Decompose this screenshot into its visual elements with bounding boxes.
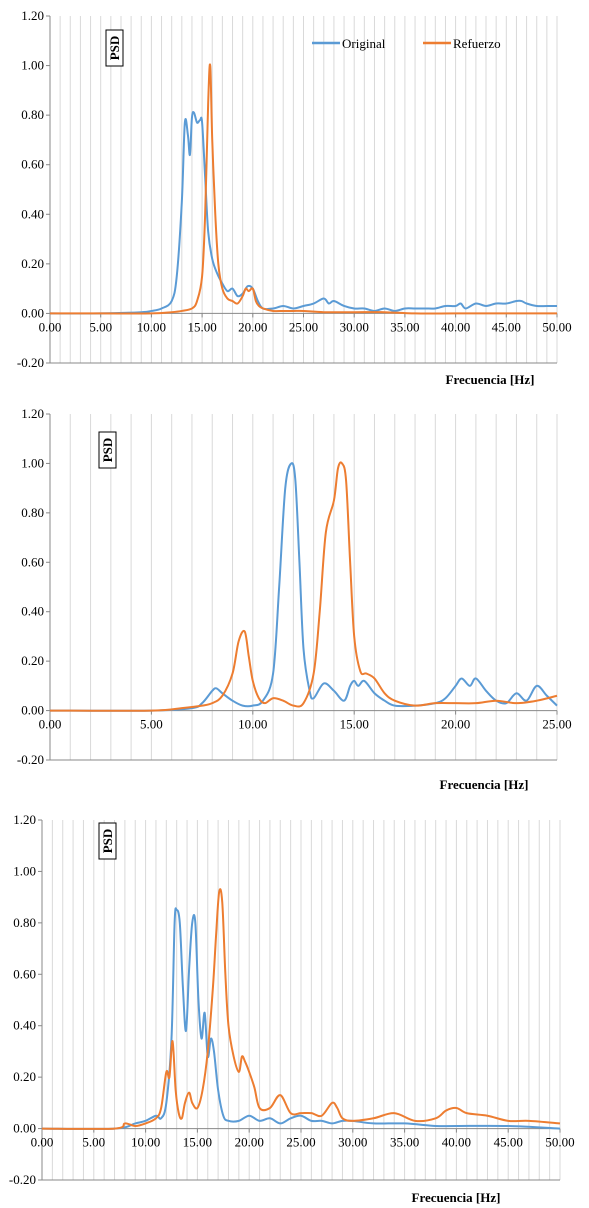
x-tick-label: 20.00 xyxy=(238,319,267,334)
legend-label-original: Original xyxy=(342,36,386,51)
x-tick-label: 25.00 xyxy=(286,1135,315,1150)
y-tick-label: 0.40 xyxy=(21,604,44,619)
x-tick-label: 40.00 xyxy=(441,319,470,334)
y-tick-label: 0.60 xyxy=(21,554,44,569)
x-tick-label: 10.00 xyxy=(137,319,166,334)
y-tick-label: 0.40 xyxy=(21,206,44,221)
psd-chart-1: 1.20 1.00 0.80 0.60 0.40 0.20 0.00 -0.20 0.00 5.0… xyxy=(0,0,589,398)
series-line-refuerzo xyxy=(50,63,557,315)
series-line-original xyxy=(49,462,558,712)
y-tick-label: 0.80 xyxy=(21,505,44,520)
y-tick-label: 0.00 xyxy=(21,703,44,718)
x-axis-title: Frecuencia [Hz] xyxy=(440,777,529,792)
x-tick-label: 15.00 xyxy=(340,717,369,732)
legend-label-refuerzo: Refuerzo xyxy=(453,36,501,51)
series-line-original xyxy=(49,111,557,315)
y-tick-label: 0.00 xyxy=(13,1121,36,1136)
y-axis-title-group: PSD xyxy=(98,431,117,469)
x-tick-label: 50.00 xyxy=(545,1135,574,1150)
y-tick-label: -0.20 xyxy=(17,355,44,370)
x-tick-label: 45.00 xyxy=(492,319,521,334)
y-tick-label: 0.20 xyxy=(21,256,44,271)
x-tick-label: 45.00 xyxy=(494,1135,523,1150)
psd-chart-2-plot: 1.20 1.00 0.80 0.60 0.40 0.20 0.00 -0.20 0.00 5.0… xyxy=(17,406,572,792)
x-tick-label: 30.00 xyxy=(340,319,369,334)
series-line-original xyxy=(41,907,561,1130)
y-axis-title: PSD xyxy=(107,36,122,61)
psd-chart-3-plot: 1.20 1.00 0.80 0.60 0.40 0.20 0.00 -0.20 0.00 5.0… xyxy=(9,812,575,1205)
x-tick-label: 0.00 xyxy=(31,1135,54,1150)
y-tick-label: -0.20 xyxy=(17,752,44,767)
y-tick-label: 1.20 xyxy=(21,406,44,421)
y-axis-title: PSD xyxy=(100,829,115,854)
x-tick-label: 25.00 xyxy=(542,717,571,732)
gridlines xyxy=(69,414,558,760)
y-tick-label: 1.20 xyxy=(13,812,36,827)
x-tick-label: 15.00 xyxy=(187,319,216,334)
y-tick-label: -0.20 xyxy=(9,1172,36,1187)
psd-chart-2: 1.20 1.00 0.80 0.60 0.40 0.20 0.00 -0.20 0.00 5.0… xyxy=(0,398,589,798)
x-tick-label: 5.00 xyxy=(140,717,163,732)
x-tick-label: 35.00 xyxy=(390,319,419,334)
psd-chart-1-plot: 1.20 1.00 0.80 0.60 0.40 0.20 0.00 -0.20 0.00 5.0… xyxy=(17,8,572,387)
y-tick-label: 0.20 xyxy=(21,653,44,668)
y-axis-title-box xyxy=(98,431,117,469)
legend: Original Refuerzo xyxy=(312,36,501,51)
x-tick-label: 35.00 xyxy=(390,1135,419,1150)
y-axis-title-box xyxy=(98,822,117,860)
y-tick-label: 0.80 xyxy=(13,915,36,930)
x-axis-title: Frecuencia [Hz] xyxy=(446,372,535,387)
x-tick-label: 25.00 xyxy=(289,319,318,334)
series-line-refuerzo xyxy=(49,461,558,712)
y-tick-label: 0.80 xyxy=(21,107,44,122)
y-tick-label: 0.60 xyxy=(13,966,36,981)
y-tick-label: 0.40 xyxy=(13,1018,36,1033)
series-line-refuerzo xyxy=(41,888,561,1130)
x-tick-label: 40.00 xyxy=(442,1135,471,1150)
x-tick-label: 30.00 xyxy=(338,1135,367,1150)
x-tick-label: 5.00 xyxy=(89,319,112,334)
y-tick-label: 1.20 xyxy=(21,8,44,23)
x-tick-label: 20.00 xyxy=(441,717,470,732)
y-tick-label: 1.00 xyxy=(13,863,36,878)
x-tick-label: 0.00 xyxy=(39,717,62,732)
x-tick-label: 50.00 xyxy=(542,319,571,334)
y-axis-title-group: PSD xyxy=(105,29,124,67)
y-axis-title-group: PSD xyxy=(98,822,117,860)
x-tick-label: 15.00 xyxy=(183,1135,212,1150)
y-tick-label: 0.00 xyxy=(21,305,44,320)
psd-chart-3: 1.20 1.00 0.80 0.60 0.40 0.20 0.00 -0.20 0.00 5.0… xyxy=(0,798,589,1208)
x-tick-label: 5.00 xyxy=(82,1135,105,1150)
x-tick-label: 0.00 xyxy=(39,319,62,334)
x-tick-label: 20.00 xyxy=(235,1135,264,1150)
y-tick-label: 1.00 xyxy=(21,58,44,73)
y-axis-title: PSD xyxy=(100,438,115,463)
x-tick-label: 10.00 xyxy=(131,1135,160,1150)
x-axis-title: Frecuencia [Hz] xyxy=(412,1190,501,1205)
y-axis-title-box xyxy=(105,29,124,67)
y-tick-label: 1.00 xyxy=(21,455,44,470)
x-tick-label: 10.00 xyxy=(238,717,267,732)
y-tick-label: 0.60 xyxy=(21,157,44,172)
y-tick-label: 0.20 xyxy=(13,1069,36,1084)
